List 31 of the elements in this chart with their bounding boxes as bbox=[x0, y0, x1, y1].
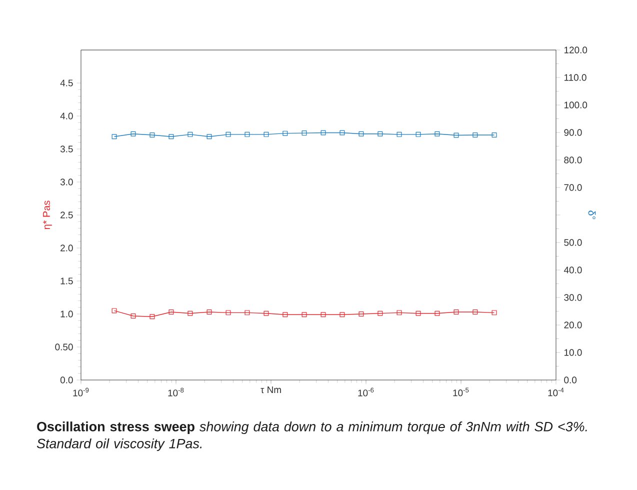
y-tick-label: 0.0 bbox=[60, 376, 73, 384]
y2-tick-label: 30.0 bbox=[564, 294, 582, 301]
text: Oscillation stress sweep showing data down to a minimum torque of 3nNm with SD <3%. Standard oil viscosity 1Pas. bbox=[36, 422, 587, 451]
y2-tick-label: 120.0 bbox=[564, 46, 588, 54]
x-tick-label: 10$^{-8}$ bbox=[168, 388, 184, 396]
y-tick-label: 4.0 bbox=[60, 112, 73, 120]
y-tick-label: 3.5 bbox=[60, 146, 73, 152]
y-tick-label: 3.0 bbox=[60, 178, 73, 186]
y2-tick-label: 10.0 bbox=[564, 349, 582, 356]
y2-tick-label: 100.0 bbox=[564, 102, 588, 108]
y-tick-label: 0.50 bbox=[55, 344, 73, 350]
x-axis-title: τ Nm bbox=[260, 386, 281, 394]
y2-tick-label: 40.0 bbox=[564, 266, 582, 274]
y-tick-label: 1.5 bbox=[60, 278, 73, 284]
y-tick-label: 1.0 bbox=[60, 310, 73, 318]
x-tick-label: 10$^{-4}$ bbox=[548, 388, 564, 396]
y2-tick-label: 0.0 bbox=[564, 376, 577, 384]
y2-tick-label: 50.0 bbox=[564, 239, 582, 246]
y2-tick-label: 80.0 bbox=[564, 156, 582, 164]
x-tick-label: 10$^{-5}$ bbox=[453, 388, 469, 396]
x-tick-label: 10$^{-9}$ bbox=[73, 388, 89, 396]
x-tick-label: 10$^{-6}$ bbox=[358, 388, 374, 396]
y-tick-label: 2.5 bbox=[60, 212, 73, 218]
y2-axis-title: δ° bbox=[588, 210, 596, 220]
y2-tick-label: 20.0 bbox=[564, 322, 582, 328]
y2-tick-label: 90.0 bbox=[564, 129, 582, 136]
y2-tick-label: 70.0 bbox=[564, 184, 582, 191]
y-tick-label: 2.0 bbox=[60, 244, 73, 252]
y2-tick-label: 110.0 bbox=[564, 74, 586, 81]
y-axis-title: η* Pas bbox=[43, 200, 52, 230]
y-tick-label: 4.5 bbox=[60, 80, 73, 86]
